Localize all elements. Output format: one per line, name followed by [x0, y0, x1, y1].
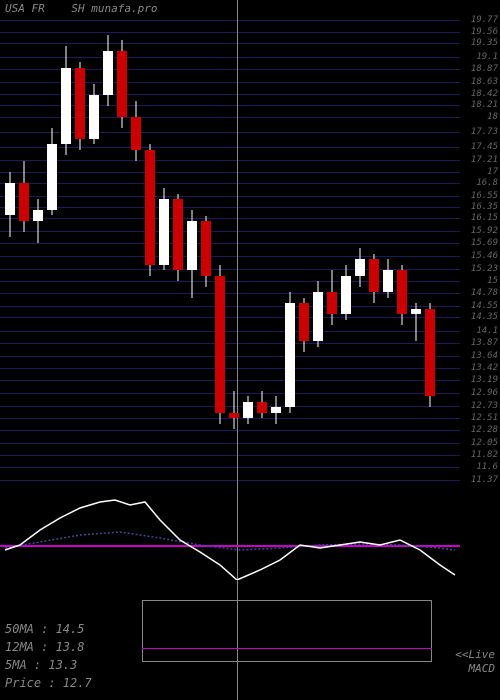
price-label: 11.6 [476, 462, 498, 472]
live-label: <<Live [455, 648, 495, 661]
chart-container: USA FR SH munafa.pro 19.77 19.5619.35 19.1… [0, 0, 500, 700]
price-label: 18.42 [471, 89, 498, 99]
price-label: 13.19 [471, 375, 498, 385]
macd-indicator-area [0, 490, 460, 580]
price-label: 14.1 [476, 326, 498, 336]
price-label: 14.35 [471, 312, 498, 322]
header-right: SH munafa.pro [71, 2, 157, 15]
price-label: 15.69 [471, 238, 498, 248]
price-label: 16.55 [471, 191, 498, 201]
info-box [142, 600, 432, 662]
price-label: 19.56 [471, 27, 498, 37]
price-label: 15.23 [471, 264, 498, 274]
price-label: 12.51 [471, 413, 498, 423]
macd-main-line [5, 500, 455, 580]
price-label: 18.87 [471, 64, 498, 74]
price-label: 18.63 [471, 77, 498, 87]
macd-signal-line [5, 532, 455, 550]
price-label: 16.15 [471, 213, 498, 223]
chart-header: USA FR SH munafa.pro [5, 2, 177, 15]
price-label: 17 [487, 167, 498, 177]
ma50-label: 50MA : 14.5 [5, 620, 84, 638]
ma12-label: 12MA : 13.8 [5, 638, 84, 656]
price-label: 18.21 [471, 100, 498, 110]
price-label: 14.78 [471, 288, 498, 298]
price-label: 12.96 [471, 388, 498, 398]
header-left: USA FR [5, 2, 45, 15]
price-label: 17.45 [471, 142, 498, 152]
price-label: 16.8 [476, 178, 498, 188]
candlestick-area [0, 20, 460, 480]
price-label: 17.73 [471, 127, 498, 137]
info-pink-line [142, 648, 432, 649]
info-area: 50MA : 14.5 12MA : 13.8 5MA : 13.3 Price… [0, 590, 500, 700]
price-label: 19.1 [476, 52, 498, 62]
price-label: 12.28 [471, 425, 498, 435]
price-label: 19.77 [471, 15, 498, 25]
price-label: 13.64 [471, 351, 498, 361]
price-label: 16.35 [471, 202, 498, 212]
price-label: 13.42 [471, 363, 498, 373]
price-label: 15 [487, 276, 498, 286]
price-label: 11.82 [471, 450, 498, 460]
grid-line [0, 480, 460, 481]
price-label: 18 [487, 112, 498, 122]
macd-svg [0, 490, 460, 580]
price-label: 11.37 [471, 475, 498, 485]
price-label: 14.55 [471, 301, 498, 311]
macd-label: MACD [469, 662, 496, 675]
ma5-label: 5MA : 13.3 [5, 656, 77, 674]
price-label: 15.46 [471, 251, 498, 261]
price-label: 19.35 [471, 38, 498, 48]
price-label: 17.21 [471, 155, 498, 165]
price-label: 12.05 [471, 438, 498, 448]
price-label: 15.92 [471, 226, 498, 236]
price-label: 12.73 [471, 401, 498, 411]
price-label: Price : 12.7 [5, 674, 92, 692]
price-label: 13.87 [471, 338, 498, 348]
